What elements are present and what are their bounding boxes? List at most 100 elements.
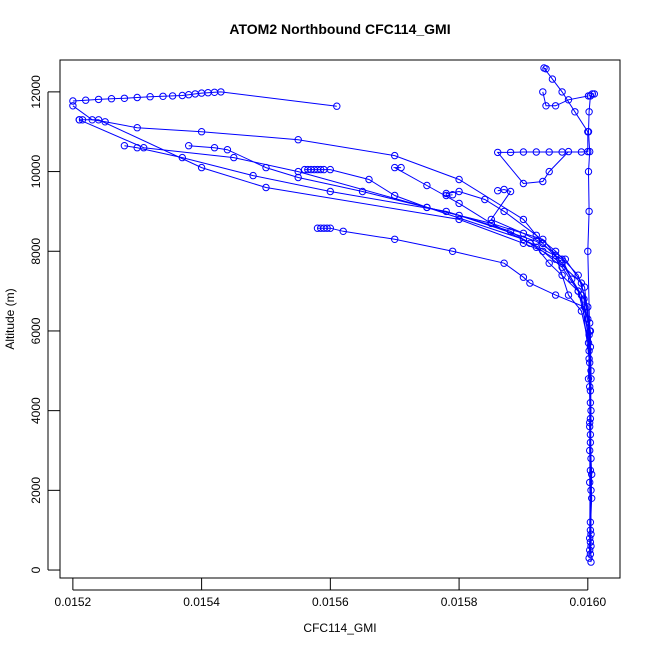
data-point: [455, 211, 463, 220]
data-point: [519, 273, 528, 281]
data-point: [586, 526, 595, 534]
y-tick-label: 6000: [29, 317, 43, 344]
y-tick-label: 12000: [29, 75, 43, 109]
data-point: [94, 95, 103, 104]
data-point: [587, 530, 595, 538]
data-point: [500, 207, 508, 216]
x-tick-label: 0.0156: [312, 595, 349, 609]
data-point: [519, 179, 528, 188]
data-point: [391, 151, 399, 160]
data-point: [494, 148, 502, 157]
data-point: [168, 92, 177, 100]
series-line: [79, 119, 592, 551]
data-point: [584, 167, 593, 176]
data-point: [577, 148, 586, 156]
data-point: [448, 247, 457, 256]
data-point: [584, 303, 592, 311]
data-point: [532, 148, 540, 156]
y-axis: 0 2000 4000 6000 8000 10000 12000: [29, 75, 60, 573]
data-point: [101, 118, 109, 126]
data-point: [88, 116, 96, 124]
data-point: [262, 163, 270, 172]
data-point: [487, 215, 495, 224]
data-point: [120, 94, 129, 103]
data-point: [584, 247, 592, 256]
series-line: [317, 227, 593, 563]
series-line: [72, 91, 337, 107]
data-point: [423, 181, 431, 190]
data-point: [564, 147, 573, 156]
x-tick-label: 0.0154: [183, 595, 220, 609]
data-point: [455, 187, 463, 196]
series-line: [72, 105, 544, 244]
data-point: [587, 558, 595, 566]
data-point: [539, 239, 547, 248]
data-point: [561, 255, 569, 263]
data-point: [133, 144, 141, 152]
data-point: [313, 224, 322, 232]
series-2: [75, 116, 595, 558]
data-point: [545, 148, 553, 156]
data-point: [317, 224, 325, 232]
series-12: [69, 102, 547, 248]
series-line: [445, 190, 592, 539]
data-point: [397, 163, 405, 172]
y-axis-label: Altitude (m): [3, 288, 17, 349]
data-point: [585, 108, 593, 116]
data-point: [587, 542, 595, 550]
x-tick-label: 0.0158: [441, 595, 478, 609]
series-line: [124, 145, 592, 547]
data-point: [178, 91, 187, 100]
data-point: [519, 148, 528, 156]
data-point: [230, 153, 238, 162]
series-line: [496, 66, 589, 185]
series-line: [542, 91, 589, 107]
data-point: [585, 554, 593, 562]
data-point: [455, 175, 463, 184]
data-point: [358, 187, 367, 196]
data-point: [586, 418, 594, 427]
data-point: [506, 187, 515, 196]
x-tick-label: 0.0152: [55, 595, 92, 609]
data-point: [69, 102, 77, 110]
data-point: [197, 163, 206, 172]
data-point: [506, 148, 515, 157]
data-point: [481, 195, 489, 204]
data-point: [210, 144, 219, 152]
data-point: [539, 88, 547, 96]
data-point: [564, 291, 573, 299]
x-axis-label: CFC114_GMI: [303, 621, 376, 635]
data-point: [107, 95, 116, 103]
data-point: [69, 97, 77, 105]
data-point: [185, 142, 193, 150]
data-point: [586, 534, 594, 542]
y-tick-label: 8000: [29, 238, 43, 265]
data-point: [223, 146, 232, 154]
y-tick-label: 10000: [29, 155, 43, 189]
x-axis: 0.0152 0.0154 0.0156 0.0158 0.0160: [55, 578, 606, 609]
series-11: [494, 64, 592, 188]
data-point: [365, 175, 373, 184]
data-point: [500, 259, 508, 267]
data-point: [159, 92, 167, 101]
data-point: [545, 167, 553, 176]
series-5: [391, 163, 595, 546]
y-tick-label: 4000: [29, 397, 43, 424]
data-point: [584, 128, 592, 136]
data-point: [580, 283, 589, 291]
series-line: [188, 145, 591, 531]
data-point: [558, 271, 566, 279]
data-point: [448, 191, 457, 199]
data-point: [82, 96, 90, 104]
data-point: [588, 494, 596, 502]
data-point: [294, 136, 302, 144]
data-point: [540, 64, 548, 72]
data-point: [564, 96, 573, 104]
data-point: [587, 367, 595, 375]
data-point: [585, 207, 593, 216]
y-tick-label: 0: [29, 566, 43, 573]
data-point: [300, 165, 309, 174]
data-point: [577, 291, 586, 299]
data-point: [586, 327, 594, 335]
